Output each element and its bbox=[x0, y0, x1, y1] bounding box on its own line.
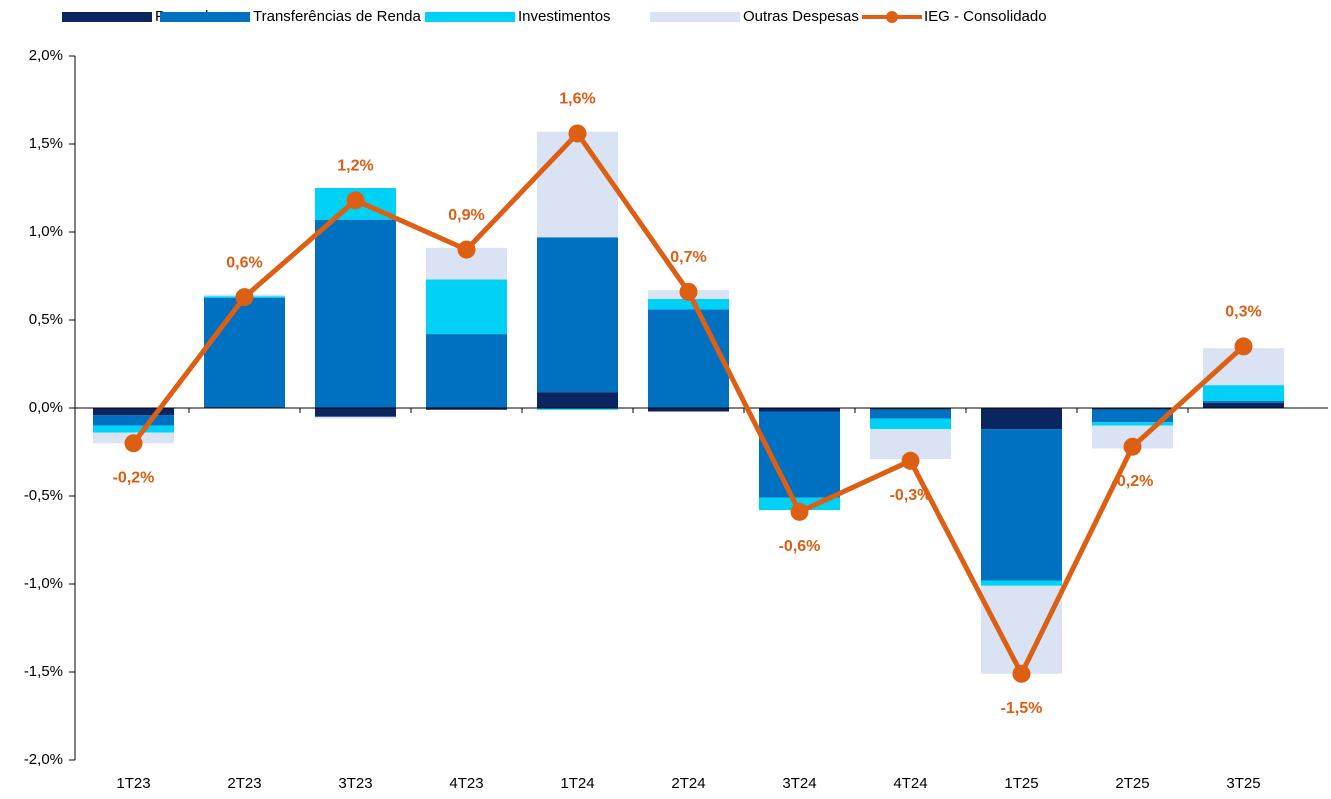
bar bbox=[537, 392, 618, 408]
bar bbox=[426, 334, 507, 408]
bar bbox=[93, 415, 174, 426]
bar bbox=[981, 429, 1062, 581]
bar bbox=[315, 219, 396, 408]
bar bbox=[1092, 409, 1173, 423]
legend-label: Transferências de Renda bbox=[253, 8, 422, 25]
line-point bbox=[568, 124, 587, 143]
bar bbox=[759, 408, 840, 412]
data-label: 0,9% bbox=[448, 207, 484, 224]
bar bbox=[1092, 422, 1173, 426]
data-label: 1,6% bbox=[559, 91, 595, 108]
bar bbox=[870, 409, 951, 419]
y-tick-label: -0,5% bbox=[24, 487, 63, 504]
legend-label: Outras Despesas bbox=[743, 8, 859, 25]
bar bbox=[204, 298, 285, 408]
y-tick-label: 2,0% bbox=[29, 47, 63, 64]
legend-label: Investimentos bbox=[518, 8, 611, 25]
data-label: 0,6% bbox=[226, 254, 262, 271]
bar bbox=[93, 425, 174, 433]
line-point bbox=[457, 240, 476, 259]
legend-swatch bbox=[425, 12, 515, 22]
data-label: 1,2% bbox=[337, 158, 373, 175]
bar bbox=[1092, 408, 1173, 410]
legend-swatch bbox=[62, 12, 152, 22]
y-tick-label: 0,0% bbox=[29, 399, 63, 416]
bar bbox=[981, 580, 1062, 586]
x-tick-label: 2T25 bbox=[1115, 775, 1149, 792]
line-point bbox=[124, 434, 143, 453]
bar bbox=[870, 408, 951, 410]
bar bbox=[537, 408, 618, 410]
legend-swatch bbox=[650, 12, 740, 22]
bar bbox=[537, 131, 618, 238]
legend-label: IEG - Consolidado bbox=[924, 8, 1047, 25]
data-label: 0,7% bbox=[670, 249, 706, 266]
x-tick-label: 4T23 bbox=[449, 775, 483, 792]
y-tick-label: 1,0% bbox=[29, 223, 63, 240]
bar bbox=[537, 237, 618, 393]
data-label: 0,3% bbox=[1225, 304, 1261, 321]
line-point bbox=[235, 288, 254, 307]
x-tick-label: 3T25 bbox=[1226, 775, 1260, 792]
bar bbox=[426, 279, 507, 335]
x-tick-label: 2T24 bbox=[671, 775, 705, 792]
bar bbox=[648, 298, 729, 310]
y-tick-label: -1,5% bbox=[24, 663, 63, 680]
line-point bbox=[1234, 337, 1253, 356]
bar bbox=[981, 585, 1062, 674]
x-tick-label: 1T25 bbox=[1004, 775, 1038, 792]
bar bbox=[315, 416, 396, 419]
x-tick-label: 1T23 bbox=[116, 775, 150, 792]
data-label: -0,6% bbox=[779, 538, 821, 555]
legend-swatch bbox=[886, 11, 898, 23]
y-tick-label: -1,0% bbox=[24, 575, 63, 592]
bar bbox=[1203, 400, 1284, 403]
data-label: -0,2% bbox=[1112, 473, 1154, 490]
x-tick-label: 3T24 bbox=[782, 775, 816, 792]
data-label: -0,3% bbox=[890, 487, 932, 504]
line-point bbox=[901, 451, 920, 470]
bar bbox=[648, 408, 729, 412]
bar bbox=[981, 408, 1062, 430]
bar bbox=[93, 408, 174, 416]
bar bbox=[1203, 385, 1284, 401]
line-point bbox=[1123, 437, 1142, 456]
x-tick-label: 1T24 bbox=[560, 775, 594, 792]
y-tick-label: -2,0% bbox=[24, 751, 63, 768]
line-point bbox=[1012, 664, 1031, 683]
line-point bbox=[790, 502, 809, 521]
bar bbox=[315, 408, 396, 417]
line-point bbox=[679, 282, 698, 301]
data-label: -1,5% bbox=[1001, 700, 1043, 717]
bar bbox=[648, 309, 729, 408]
bar bbox=[1203, 402, 1284, 408]
y-tick-label: 0,5% bbox=[29, 311, 63, 328]
line-point bbox=[346, 191, 365, 210]
legend-swatch bbox=[160, 12, 250, 22]
bar bbox=[870, 418, 951, 430]
x-tick-label: 3T23 bbox=[338, 775, 372, 792]
bar bbox=[426, 408, 507, 410]
y-tick-label: 1,5% bbox=[29, 135, 63, 152]
x-tick-label: 2T23 bbox=[227, 775, 261, 792]
x-tick-label: 4T24 bbox=[893, 775, 927, 792]
data-label: -0,2% bbox=[113, 469, 155, 486]
